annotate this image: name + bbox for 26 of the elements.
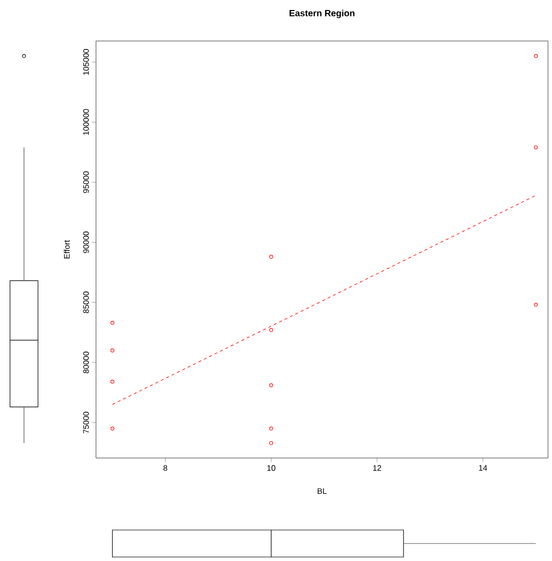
point xyxy=(269,254,274,259)
point xyxy=(110,348,114,352)
y-tick-label: 105000 xyxy=(83,48,89,75)
point xyxy=(534,145,538,150)
point xyxy=(534,54,538,58)
point xyxy=(110,320,114,325)
x-tick-label: 14 xyxy=(479,465,488,471)
point xyxy=(269,383,274,388)
x-tick-label: 12 xyxy=(373,465,382,471)
x-tick-label: 8 xyxy=(163,465,168,471)
y-tick-label: 80000 xyxy=(83,352,89,374)
point xyxy=(110,426,114,430)
point xyxy=(110,380,114,384)
point xyxy=(269,328,274,332)
chart-title: Eastern Region xyxy=(290,10,354,18)
y-tick-label: 75000 xyxy=(83,412,89,434)
y-axis-title: Effort xyxy=(64,240,70,258)
y-tick-label: 85000 xyxy=(83,292,89,314)
x-axis-title: BL xyxy=(318,488,327,494)
y-tick-label: 90000 xyxy=(83,231,89,254)
point xyxy=(269,441,274,445)
y-tick-label: 100000 xyxy=(83,109,89,135)
y-tick-label: 95000 xyxy=(83,171,89,193)
x-tick-label: 10 xyxy=(267,465,276,471)
point xyxy=(534,302,538,307)
point xyxy=(269,426,274,430)
